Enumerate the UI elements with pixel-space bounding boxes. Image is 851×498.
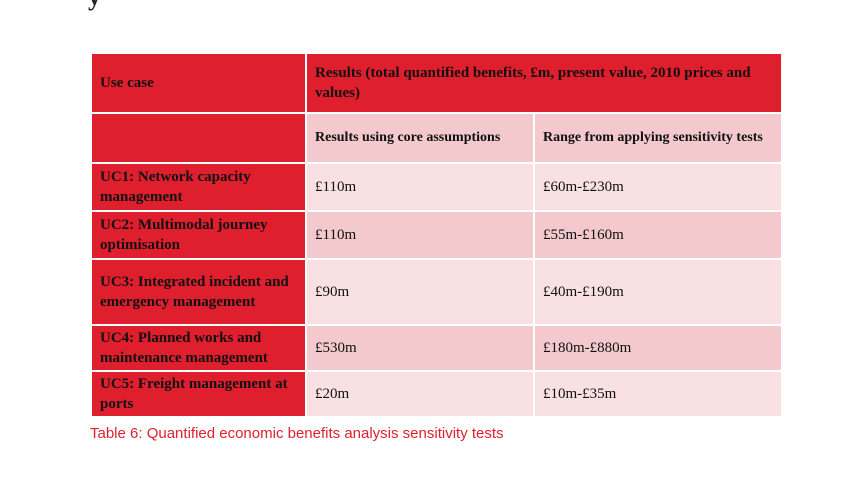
- header-use-case: Use case: [90, 52, 307, 114]
- table-caption: Table 6: Quantified economic benefits an…: [90, 425, 504, 442]
- row-range-value: £55m-£160m: [533, 210, 783, 260]
- table-subheader-row: Results using core assumptions Range fro…: [90, 112, 783, 164]
- table-row: UC1: Network capacity management £110m £…: [90, 162, 783, 212]
- row-core-value: £110m: [305, 210, 535, 260]
- table-row: UC3: Integrated incident and emergency m…: [90, 258, 783, 326]
- row-range-value: £180m-£880m: [533, 324, 783, 372]
- table-row: UC4: Planned works and maintenance manag…: [90, 324, 783, 372]
- header-results: Results (total quantified benefits, £m, …: [305, 52, 783, 114]
- row-use-case: UC3: Integrated incident and emergency m…: [90, 258, 307, 326]
- row-range-value: £10m-£35m: [533, 370, 783, 418]
- row-core-value: £20m: [305, 370, 535, 418]
- row-use-case: UC1: Network capacity management: [90, 162, 307, 212]
- row-core-value: £110m: [305, 162, 535, 212]
- row-use-case: UC4: Planned works and maintenance manag…: [90, 324, 307, 372]
- subheader-core: Results using core assumptions: [305, 112, 535, 164]
- cut-off-text-fragment: y: [88, 0, 101, 12]
- row-use-case: UC2: Multimodal journey optimisation: [90, 210, 307, 260]
- row-range-value: £40m-£190m: [533, 258, 783, 326]
- subheader-range: Range from applying sensitivity tests: [533, 112, 783, 164]
- row-use-case: UC5: Freight management at ports: [90, 370, 307, 418]
- table-row: UC5: Freight management at ports £20m £1…: [90, 370, 783, 418]
- row-core-value: £530m: [305, 324, 535, 372]
- table-header-row: Use case Results (total quantified benef…: [90, 52, 783, 114]
- row-range-value: £60m-£230m: [533, 162, 783, 212]
- benefits-table: Use case Results (total quantified benef…: [90, 52, 783, 418]
- table-row: UC2: Multimodal journey optimisation £11…: [90, 210, 783, 260]
- row-core-value: £90m: [305, 258, 535, 326]
- subheader-blank-cell: [90, 112, 307, 164]
